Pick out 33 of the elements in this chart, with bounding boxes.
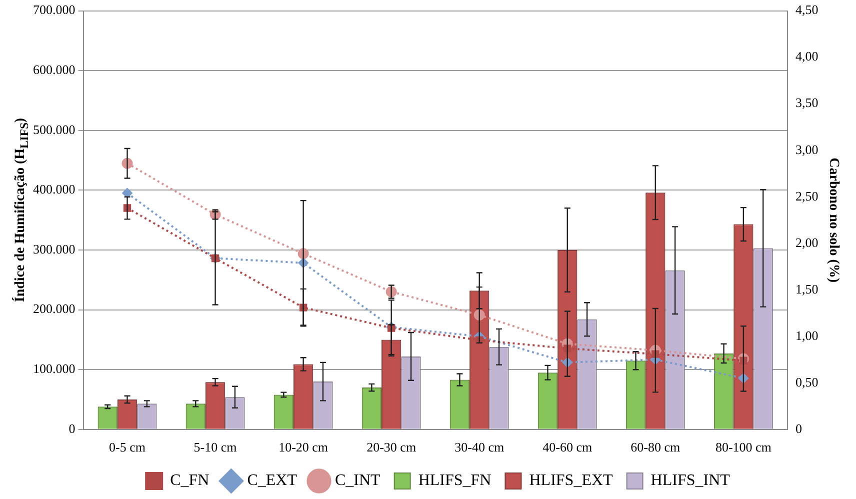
x-tick-label: 0-5 cm <box>109 440 146 455</box>
y2-tick-label: 0,50 <box>795 374 818 390</box>
legend-label: HLIFS_INT <box>650 472 730 490</box>
y2-tick-label: 3,00 <box>795 142 818 157</box>
x-tick-label: 5-10 cm <box>194 440 237 455</box>
x-tick-label: 80-100 cm <box>715 440 772 455</box>
y-tick-label: 400.000 <box>33 182 76 197</box>
legend-label: HLIFS_EXT <box>529 472 614 490</box>
y2-tick-label: 0 <box>795 420 802 436</box>
x-tick-label: 20-30 cm <box>366 440 416 455</box>
legend-label: C_EXT <box>247 472 298 490</box>
y-tick-label: 600.000 <box>33 62 76 78</box>
y-tick-label: 700.000 <box>33 2 76 18</box>
y-tick-label: 100.000 <box>33 361 76 376</box>
y-tick-label: 300.000 <box>33 241 76 256</box>
x-tick-label: 10-20 cm <box>278 440 328 455</box>
legend-label: C_INT <box>335 472 381 490</box>
x-tick-label: 40-60 cm <box>542 440 592 455</box>
y-tick-label: 200.000 <box>33 301 76 316</box>
y-tick-label: 500.000 <box>33 122 76 137</box>
y2-tick-label: 1,00 <box>795 328 818 343</box>
y2-tick-label: 3,50 <box>795 95 818 110</box>
legend-label: HLIFS_FN <box>418 472 492 490</box>
y2-tick-label: 2,50 <box>795 188 818 204</box>
y2-axis-title: Carbono no solo (%) <box>826 158 841 283</box>
legend-label: C_FN <box>170 472 210 490</box>
x-tick-label: 30-40 cm <box>454 440 504 455</box>
y-tick-label: 0 <box>68 420 76 436</box>
y2-tick-label: 4,50 <box>795 2 818 18</box>
x-tick-label: 60-80 cm <box>630 440 680 455</box>
y2-tick-label: 2,00 <box>795 234 818 250</box>
y2-tick-label: 1,50 <box>795 281 818 296</box>
y2-tick-label: 4,00 <box>795 48 818 64</box>
